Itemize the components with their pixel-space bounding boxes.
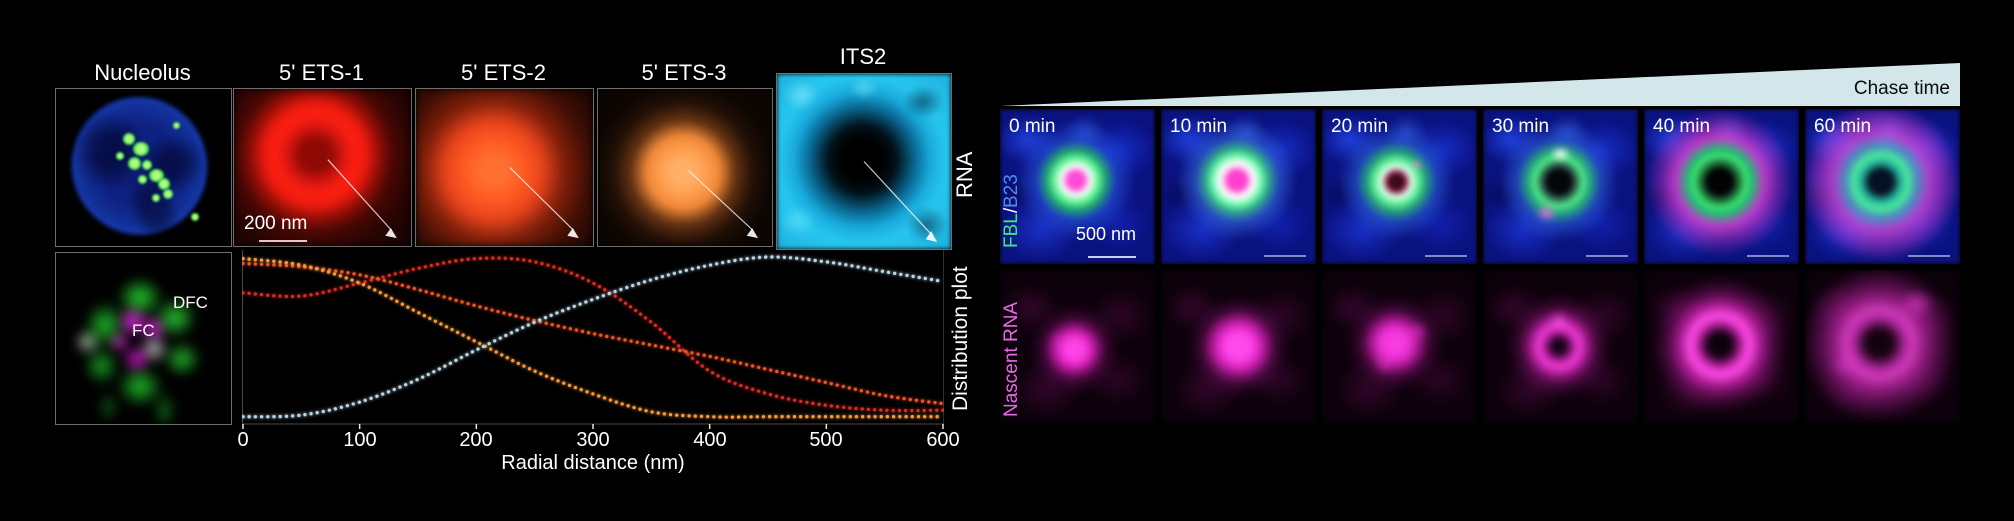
scale-bar [1264, 255, 1306, 257]
fbl-60min-image [1805, 109, 1960, 264]
panel-title-nucleolus: Nucleolus [94, 60, 191, 85]
row-label-fbl-b23: FBL / B23 [1001, 126, 1023, 248]
separator-slash: / [1001, 207, 1022, 214]
rna-speckle [115, 151, 124, 160]
time-label-10min: 10 min [1170, 116, 1228, 137]
panel-title-its2: ITS2 [839, 44, 887, 69]
micrograph-rna-40min [1644, 270, 1799, 423]
dfc-label: DFC [173, 293, 208, 312]
series-5' ETS-2 [242, 261, 944, 406]
scale-bar-label: 200 nm [244, 213, 308, 234]
nucleus-image [56, 89, 231, 246]
micrograph-fbl-40min: 40 min [1644, 109, 1799, 264]
time-label-0min: 0 min [1009, 116, 1056, 137]
plot-series-group [242, 255, 944, 419]
row-label-rna: RNA [952, 151, 977, 199]
scale-bar-label-500nm: 500 nm [1076, 224, 1137, 244]
micrograph-fbl-10min: 10 min [1161, 109, 1316, 264]
rna-speckle [138, 175, 148, 185]
micrograph-fbl-20min: 20 min [1322, 109, 1477, 264]
x-tick-0: 0 [237, 429, 249, 451]
rna-speckle [122, 132, 135, 145]
rna-60min-image [1805, 270, 1960, 423]
rna-speckle [157, 178, 170, 191]
micrograph-rna-0min [1000, 270, 1155, 423]
scale-bar [1586, 255, 1628, 257]
series-5' ETS-3 [242, 256, 944, 419]
panel-title-5ets3: 5' ETS-3 [641, 60, 727, 85]
micrograph-its2 [776, 73, 952, 250]
time-label-60min: 60 min [1814, 116, 1872, 137]
micrograph-fbl-0min: 0 min 500 nm [1000, 109, 1155, 264]
scale-bar [1425, 255, 1467, 257]
center-to-edge-arrow [863, 161, 938, 242]
fbl-20min-image [1322, 109, 1477, 264]
5ets3-image [598, 89, 772, 246]
micrograph-nucleolus [55, 88, 232, 247]
scale-bar [1088, 256, 1136, 258]
micrograph-5ets2 [415, 88, 594, 247]
rna-40min-image [1644, 270, 1799, 423]
x-tick-100: 100 [343, 429, 377, 451]
micrograph-fbl-30min: 30 min [1483, 109, 1638, 264]
center-to-edge-arrow [509, 167, 579, 239]
time-label-40min: 40 min [1653, 116, 1711, 137]
fbl-40min-image [1644, 109, 1799, 264]
center-to-edge-arrow [688, 170, 759, 239]
x-tick-600: 600 [926, 429, 960, 451]
fbl-30min-image [1483, 109, 1638, 264]
its2-image [777, 74, 951, 249]
x-axis-ticks [242, 424, 944, 429]
micrograph-rna-60min [1805, 270, 1960, 423]
fbl-label-part: FBL [1001, 213, 1022, 248]
x-tick-300: 300 [576, 429, 610, 451]
micrograph-rna-20min [1322, 270, 1477, 423]
rna-speckle [190, 213, 199, 222]
b23-label-part: B23 [1001, 174, 1022, 208]
chase-time-wedge [1000, 63, 1960, 106]
rna-20min-image [1322, 270, 1477, 423]
y-axis-title: Distribution plot [949, 266, 972, 412]
rna-0min-image [1000, 270, 1155, 423]
series-ITS2 [242, 255, 944, 419]
series-5' ETS-1 [242, 256, 944, 413]
fc-dfc-image [56, 253, 231, 424]
panel-title-5ets2: 5' ETS-2 [461, 60, 546, 85]
distribution-plot [242, 250, 944, 429]
rna-speckle [133, 142, 149, 157]
x-axis-title: Radial distance (nm) [501, 452, 685, 474]
micrograph-5ets1: 200 nm [233, 88, 412, 247]
fbl-10min-image [1161, 109, 1316, 264]
rna-speckle [162, 189, 173, 200]
rna-speckle [127, 156, 141, 170]
rna-speckle [173, 121, 181, 129]
micrograph-rna-10min [1161, 270, 1316, 423]
rna-speckle [152, 194, 161, 203]
rna-30min-image [1483, 270, 1638, 423]
time-label-30min: 30 min [1492, 116, 1550, 137]
fc-label: FC [132, 321, 155, 340]
x-tick-500: 500 [809, 429, 843, 451]
micrograph-5ets3 [597, 88, 773, 247]
rna-speckle [141, 159, 152, 170]
scale-bar [1908, 255, 1950, 257]
fbl-0min-image [1000, 109, 1155, 264]
micrograph-fc-dfc: DFC FC [55, 252, 232, 425]
micrograph-fbl-60min: 60 min [1805, 109, 1960, 264]
x-tick-400: 400 [693, 429, 727, 451]
micrograph-rna-30min [1483, 270, 1638, 423]
chase-time-label: Chase time [1853, 78, 1950, 99]
scale-bar [1747, 255, 1789, 257]
x-tick-200: 200 [459, 429, 493, 451]
rna-10min-image [1161, 270, 1316, 423]
nucleus-shape [56, 89, 228, 246]
center-to-edge-arrow [327, 159, 397, 239]
panel-title-5ets1: 5' ETS-1 [279, 60, 364, 85]
time-label-20min: 20 min [1331, 116, 1389, 137]
row-label-nascent-rna: Nascent RNA [1001, 301, 1022, 417]
scale-bar [259, 240, 307, 242]
